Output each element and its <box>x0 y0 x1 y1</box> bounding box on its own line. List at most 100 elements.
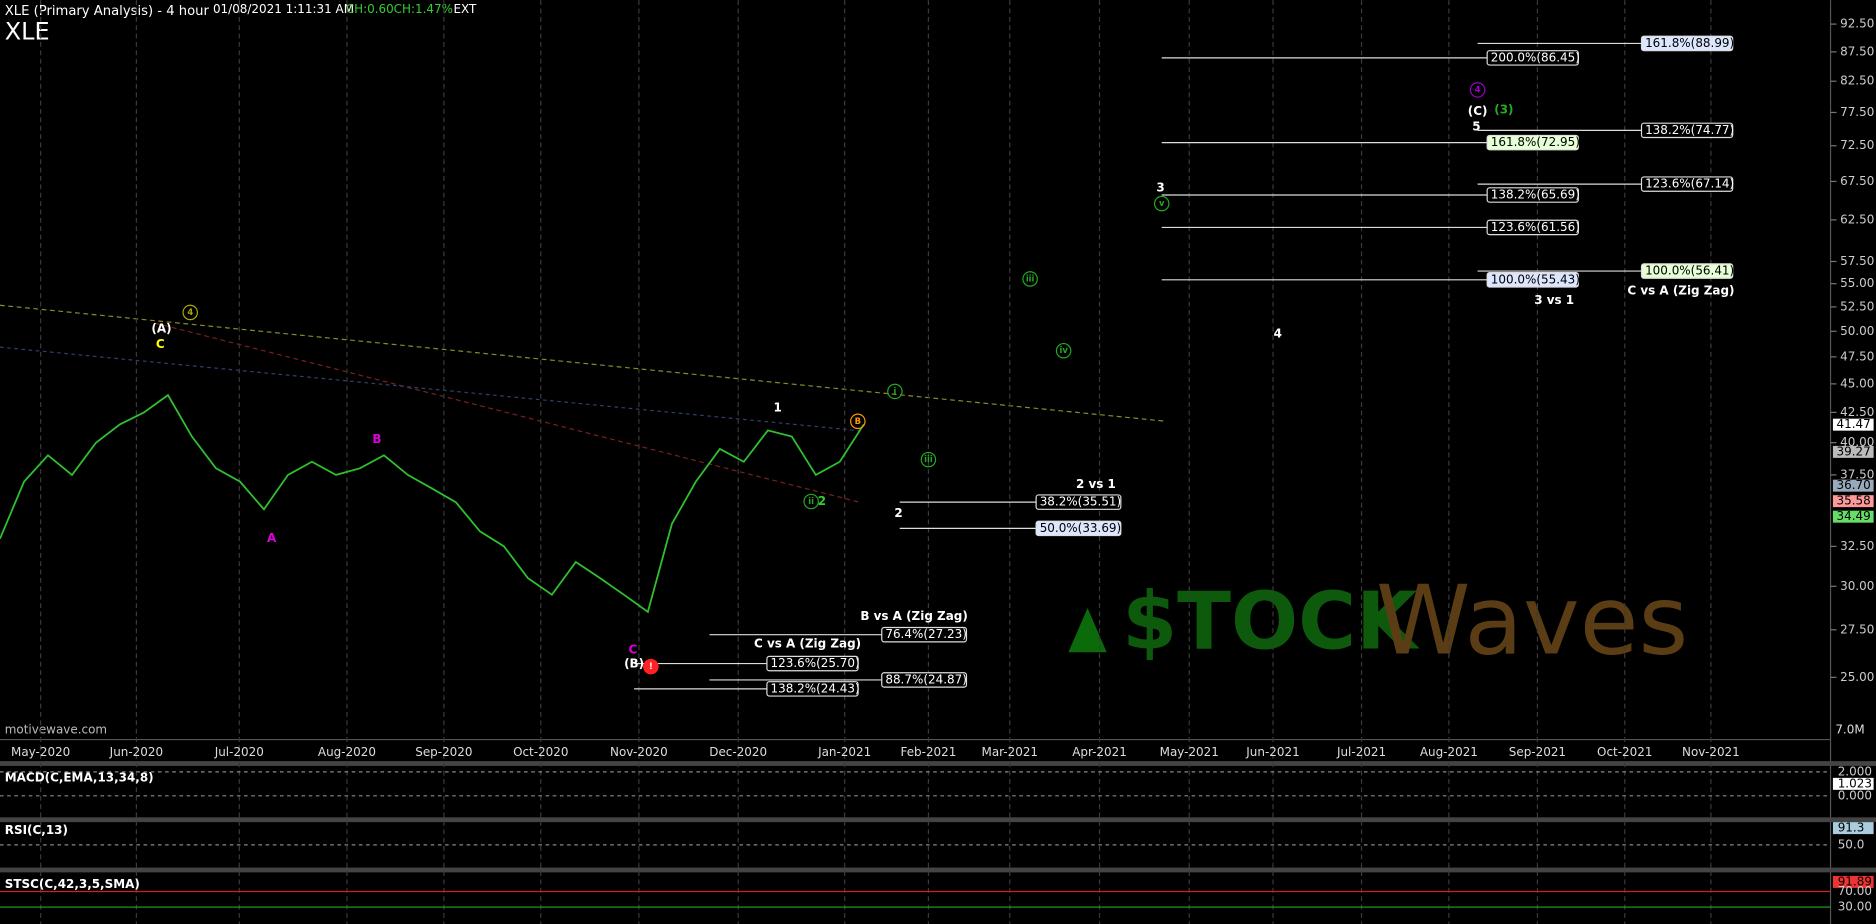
fib-label: 38.2%(35.51) <box>1040 495 1122 509</box>
fib-title: B vs A (Zig Zag) <box>860 609 967 623</box>
x-tick-label: Feb-2021 <box>900 745 956 759</box>
wave-label: B <box>372 432 381 446</box>
panel-divider <box>0 817 1876 823</box>
fib-title: 2 vs 1 <box>1076 477 1116 491</box>
fib-label: 138.2%(24.43) <box>771 681 860 695</box>
wave-circle <box>920 451 937 468</box>
price-line <box>0 393 865 614</box>
price-marker-label: 39.27 <box>1837 444 1871 458</box>
wave-label: 4 <box>187 307 193 317</box>
fib-label: 123.6%(67.14) <box>1645 177 1734 191</box>
fib-title: 3 vs 1 <box>1534 293 1574 307</box>
wave-label: iv <box>1059 345 1068 355</box>
fib-label: 161.8%(88.99) <box>1645 36 1734 50</box>
fib-label: 76.4%(27.23) <box>885 627 967 641</box>
y-tick-label: 27.50 <box>1840 622 1874 636</box>
symbol: XLE <box>5 17 50 45</box>
fib-label: 138.2%(74.77) <box>1645 123 1734 137</box>
price-marker <box>1832 510 1874 523</box>
wave-label: 2 <box>818 494 826 508</box>
wave-label: (A) <box>151 322 171 336</box>
fib-box <box>881 672 968 688</box>
price-marker-label: 36.70 <box>1837 478 1871 492</box>
indicator-tick: 91.89 <box>1838 874 1872 888</box>
wave-circle <box>887 383 903 400</box>
fib-box <box>1035 520 1122 537</box>
indicator-tick: 1.023 <box>1838 776 1872 790</box>
y-tick-label: 37.50 <box>1840 467 1874 481</box>
price-marker-label: 41.47 <box>1837 417 1871 431</box>
fib-box <box>1640 263 1734 279</box>
indicator-name: MACD(C,EMA,13,34,8) <box>5 770 154 784</box>
wave-circle <box>850 413 866 430</box>
y-tick-label: 72.50 <box>1840 138 1874 152</box>
indicator-tick: 50.0 <box>1838 837 1865 851</box>
x-tick-label: Aug-2021 <box>1420 745 1478 759</box>
trend-line <box>155 322 862 504</box>
wave-circle <box>182 304 199 321</box>
x-tick-label: Sep-2021 <box>1509 745 1566 759</box>
wave-circle <box>643 658 659 675</box>
y-tick-label: 25.00 <box>1840 670 1874 684</box>
x-tick-label: Oct-2021 <box>1597 745 1652 759</box>
indicator-tick: 0.000 <box>1838 788 1872 802</box>
wave-label: iii <box>924 454 933 464</box>
y-tick-label: 77.50 <box>1840 105 1874 119</box>
wave-label: 3 <box>1156 181 1164 195</box>
x-tick-label: May-2020 <box>11 745 70 759</box>
fib-box <box>881 626 968 643</box>
y-tick-label: 87.50 <box>1840 44 1874 58</box>
x-tick-label: Apr-2021 <box>1072 745 1127 759</box>
indicator-marker <box>1832 777 1874 790</box>
x-tick-label: Dec-2020 <box>709 745 767 759</box>
panel-divider <box>0 761 1876 766</box>
wave-label: 1 <box>774 401 782 415</box>
price-marker <box>1832 495 1874 508</box>
logo-left: $TOCK <box>1122 576 1420 668</box>
price-marker <box>1832 479 1874 492</box>
y-tick-label: 47.50 <box>1840 349 1874 363</box>
fib-label: 200.0%(86.45) <box>1491 50 1580 64</box>
wave-label: B <box>855 416 861 426</box>
y-tick-label: 57.50 <box>1840 254 1874 268</box>
x-tick-label: May-2021 <box>1160 745 1219 759</box>
logo-right: Waves <box>1376 564 1689 676</box>
change: CH:0.60 <box>346 2 394 16</box>
fib-label: 100.0%(55.43) <box>1491 272 1580 286</box>
price-marker-label: 35.58 <box>1837 494 1871 508</box>
x-tick-label: Oct-2020 <box>513 745 568 759</box>
wave-label: C <box>156 337 165 351</box>
fib-label: 100.0%(56.41) <box>1645 264 1734 278</box>
y-tick-label: 42.50 <box>1840 405 1874 419</box>
fib-label: 138.2%(65.69) <box>1491 187 1580 201</box>
moving-average <box>0 346 862 432</box>
wave-label: v <box>1159 198 1165 208</box>
x-tick-label: Mar-2021 <box>982 745 1039 759</box>
x-tick-label: Jun-2021 <box>1245 745 1299 759</box>
wave-label: A <box>267 531 277 545</box>
price-marker-label: 34.49 <box>1837 509 1871 523</box>
x-tick-label: Jun-2020 <box>109 745 163 759</box>
x-tick-label: Jul-2020 <box>214 745 264 759</box>
panel-divider <box>0 867 1876 873</box>
wave-circle <box>1055 342 1072 359</box>
x-tick-label: Sep-2020 <box>415 745 472 759</box>
fib-label: 50.0%(33.69) <box>1040 521 1122 535</box>
y-tick-label: 32.50 <box>1840 539 1874 553</box>
title: XLE (Primary Analysis) - 4 hour <box>5 4 210 19</box>
indicator-marker <box>1832 822 1874 835</box>
fib-box <box>1640 176 1734 192</box>
change-pct: CH:1.47% <box>394 2 453 16</box>
indicator-name: STSC(C,42,3,5,SMA) <box>5 877 140 891</box>
trend-line <box>0 304 1167 422</box>
price-marker <box>1832 418 1874 431</box>
y-tick-label: 82.50 <box>1840 74 1874 88</box>
fib-label: 123.6%(61.56) <box>1491 220 1580 234</box>
x-tick-label: Aug-2020 <box>318 745 376 759</box>
fib-label: 161.8%(72.95) <box>1491 135 1580 149</box>
x-tick-label: Jul-2021 <box>1336 745 1386 759</box>
y-tick-label: 52.50 <box>1840 299 1874 313</box>
fib-box <box>1640 35 1734 52</box>
wave-circle <box>1469 82 1486 98</box>
